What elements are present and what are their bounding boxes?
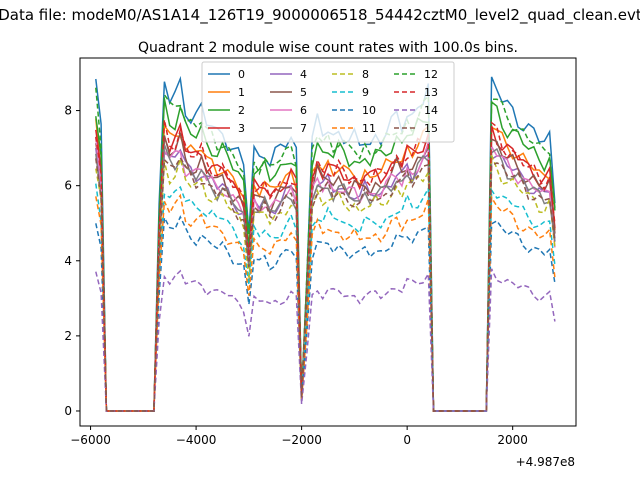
legend-label-6: 6 [300,104,307,117]
legend-label-9: 9 [362,86,369,99]
x-tick-label: 0 [403,433,411,447]
legend-label-8: 8 [362,68,369,81]
y-tick-label: 8 [64,104,72,118]
series-line-11 [95,193,556,412]
series-line-15 [95,156,556,412]
legend-label-10: 10 [362,104,376,117]
x-tick-label: −6000 [70,433,111,447]
series-line-9 [95,183,556,412]
legend-label-13: 13 [424,86,438,99]
chart-title: Quadrant 2 module wise count rates with … [138,40,518,56]
legend-label-15: 15 [424,122,438,135]
plot-frame [79,57,577,427]
y-tick-label: 6 [64,179,72,193]
legend-label-3: 3 [238,122,245,135]
legend-label-2: 2 [238,104,245,117]
axis-ticks: −6000 −4000 −2000 0 2000 0 2 4 6 8 [64,104,528,447]
legend-label-1: 1 [238,86,245,99]
series-line-8 [95,155,556,412]
series-layer [95,75,556,412]
series-line-5 [95,132,556,412]
legend-frame [201,61,455,143]
x-tick-label: −4000 [176,433,217,447]
x-tick-label: 2000 [497,433,528,447]
legend-label-12: 12 [424,68,438,81]
legend-label-7: 7 [300,122,307,135]
y-tick-label: 2 [64,329,72,343]
figure-suptitle: Data file: modeM0/AS1A14_126T19_90000065… [0,6,640,25]
legend-label-4: 4 [300,68,307,81]
x-offset-label: +4.987e8 [516,455,575,469]
legend-label-0: 0 [238,68,245,81]
y-tick-label: 4 [64,254,72,268]
legend-label-14: 14 [424,104,438,117]
x-tick-label: −2000 [281,433,322,447]
legend-label-11: 11 [362,122,376,135]
legend-label-5: 5 [300,86,307,99]
series-line-14 [95,268,556,412]
y-tick-label: 0 [64,404,72,418]
series-line-13 [95,119,556,412]
